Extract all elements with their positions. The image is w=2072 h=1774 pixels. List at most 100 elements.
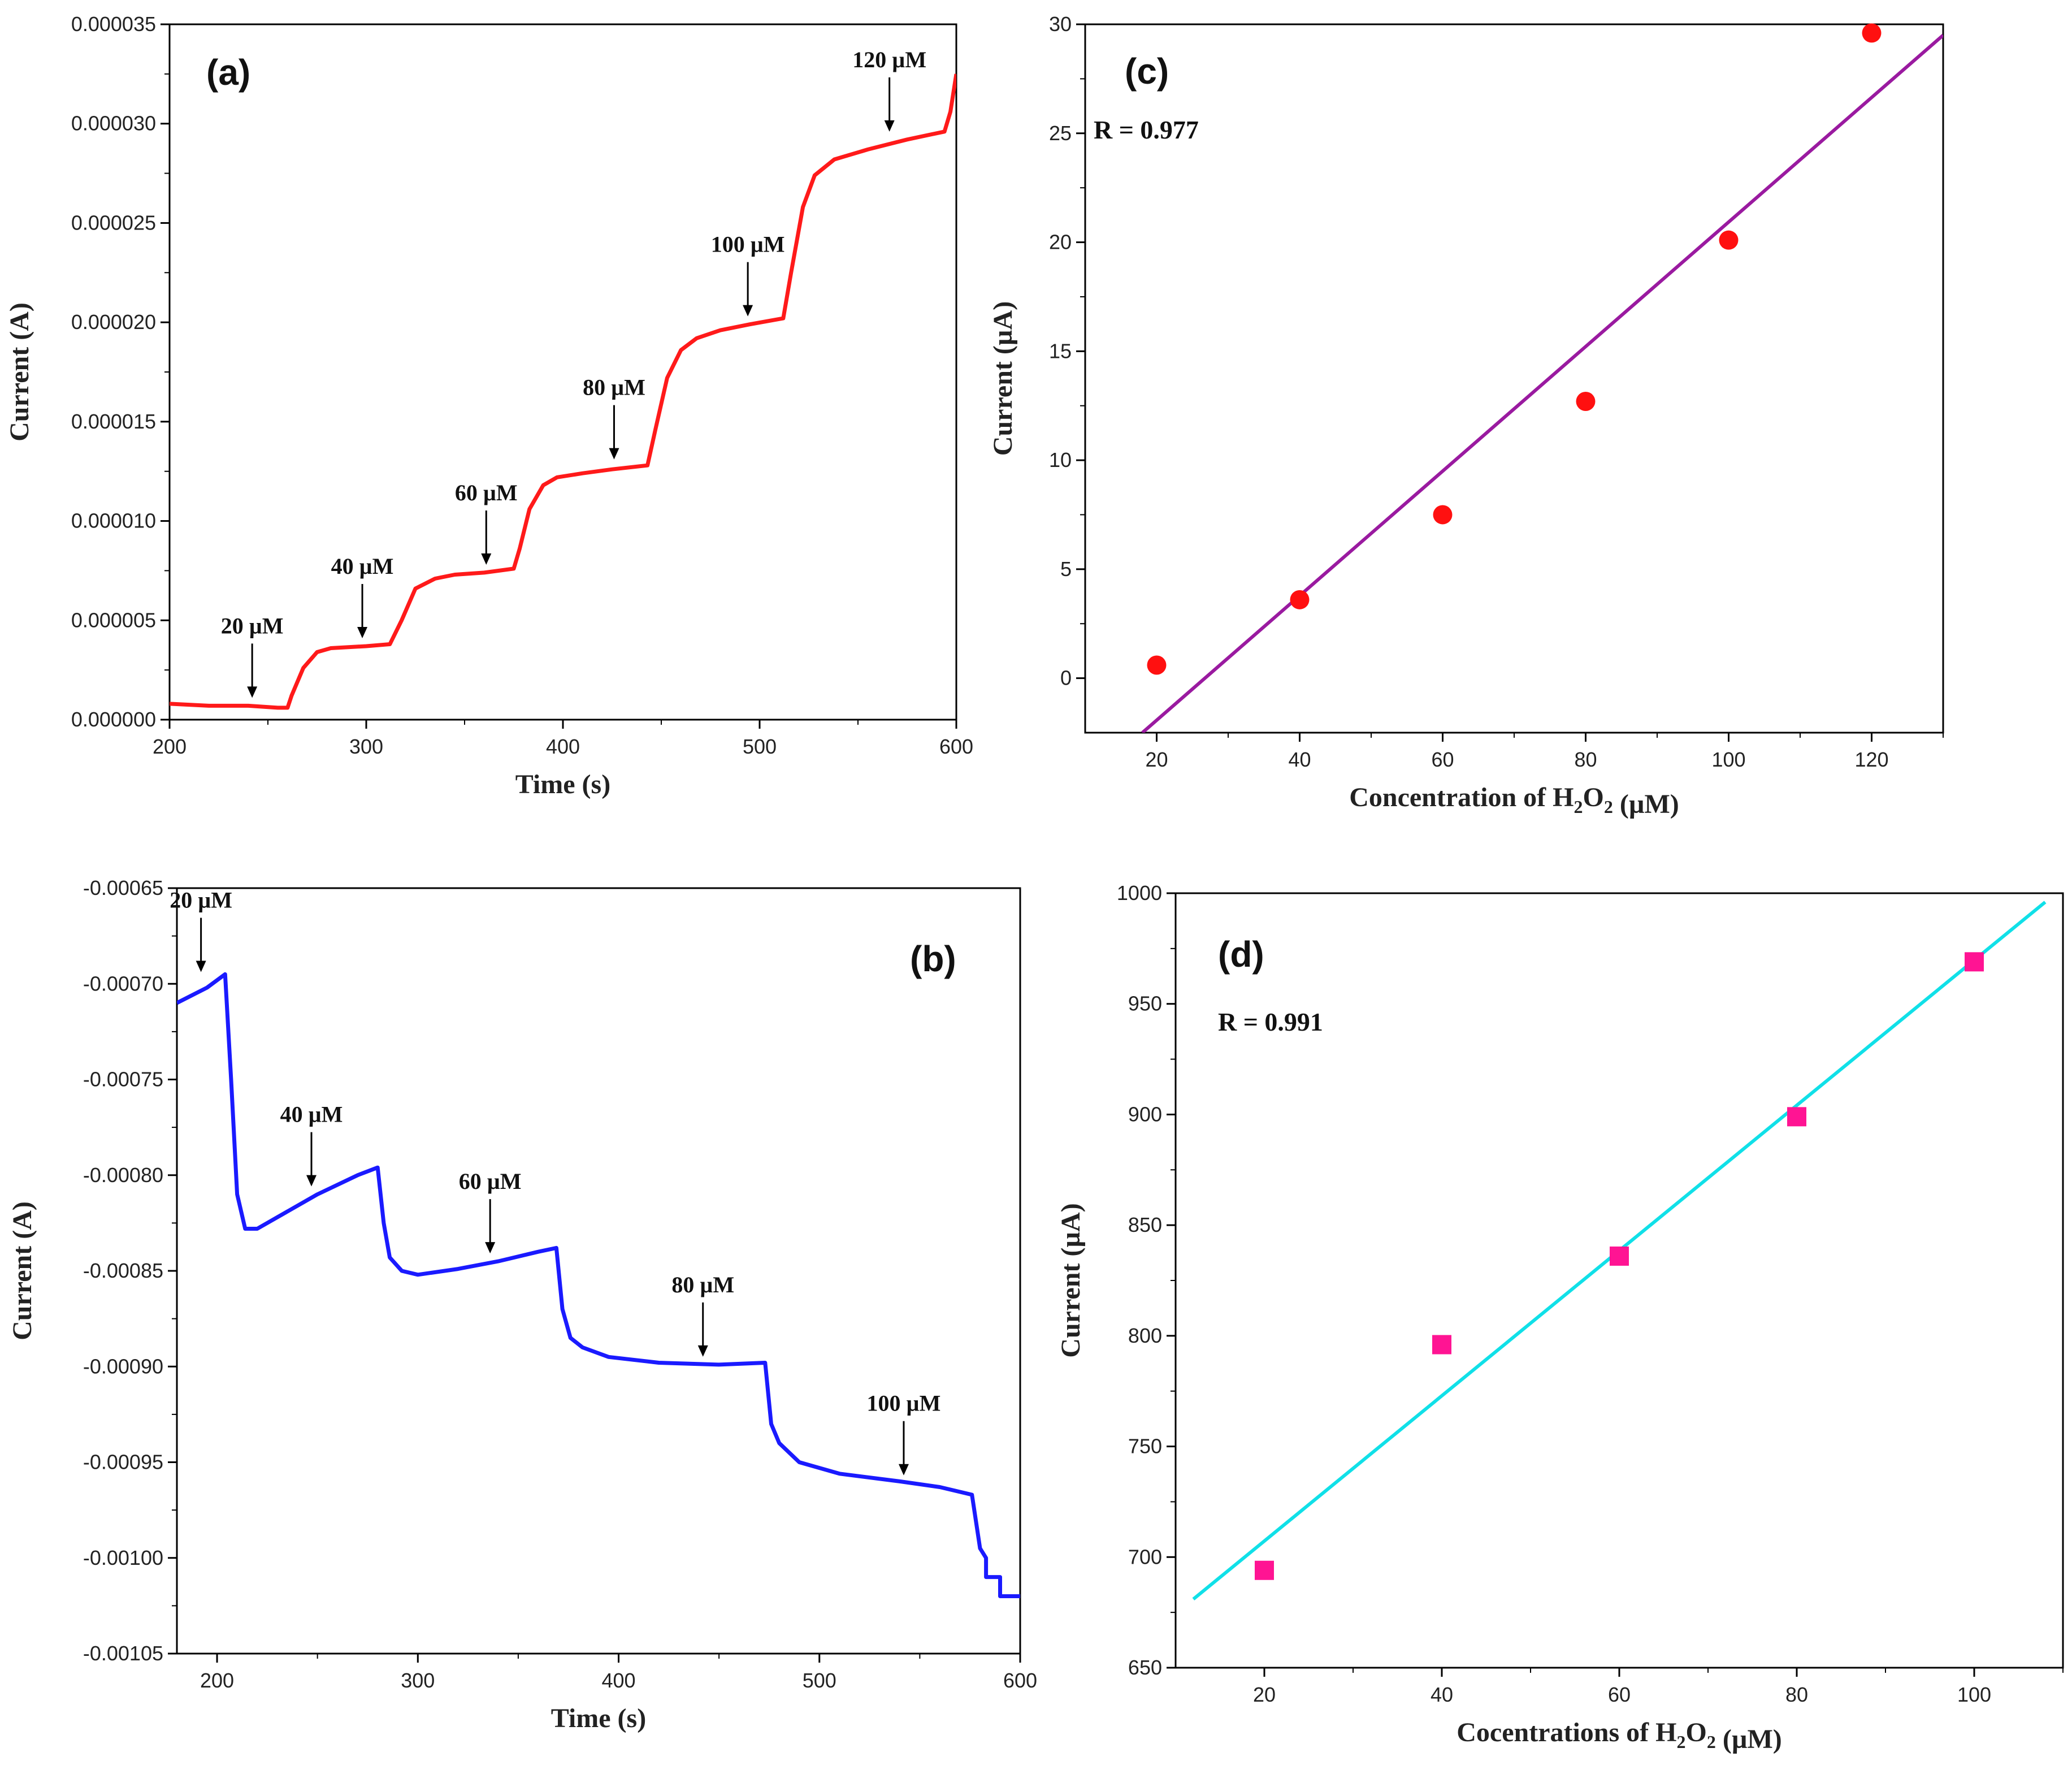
y-axis-label: Current (A) — [5, 302, 34, 442]
y-tick-label: 0.000025 — [71, 211, 156, 234]
annotation-label: 20 µM — [221, 613, 284, 638]
y-tick-label: 750 — [1128, 1435, 1162, 1458]
y-tick-label: 15 — [1049, 339, 1072, 362]
r-value-label: R = 0.977 — [1094, 115, 1199, 144]
y-tick-label: 800 — [1128, 1324, 1162, 1347]
data-point — [1432, 1335, 1451, 1355]
y-tick-label: 700 — [1128, 1545, 1162, 1568]
x-tick-label: 400 — [546, 735, 580, 758]
x-tick-label: 100 — [1711, 748, 1745, 771]
annotation-arrowhead — [485, 1242, 496, 1254]
annotation-label: 120 µM — [852, 47, 926, 72]
y-tick-label: 900 — [1128, 1102, 1162, 1126]
y-tick-label: 1000 — [1117, 881, 1162, 905]
x-axis-label: Time (s) — [515, 769, 610, 799]
panel-c-chart: 20 40 60 80 100 120 0 5 10 15 20 25 30 Concentration … — [988, 12, 1944, 819]
data-line — [177, 972, 1020, 1598]
data-point — [1576, 391, 1596, 411]
y-tick-label: -0.00090 — [83, 1355, 163, 1378]
y-tick-label: 0.000035 — [71, 12, 156, 36]
data-point — [1965, 952, 1984, 972]
x-axis-label: Cocentrations of H2O2 (µM) — [1457, 1717, 1782, 1754]
data-point — [1147, 655, 1167, 675]
panel-d-chart: 20 40 60 80 100 650 700 750 800 850 900 950 1000 Coce… — [1056, 881, 2064, 1754]
annotation-arrowhead — [743, 305, 753, 317]
plot-frame — [1084, 23, 1944, 734]
data-point — [1290, 590, 1310, 609]
x-tick-label: 200 — [153, 735, 187, 758]
plot-area — [170, 73, 956, 710]
annotation-arrowhead — [481, 553, 492, 565]
panel-b-chart: 200 300 400 500 600 -0.00065 -0.00070 -0.00075 -… — [7, 876, 1037, 1733]
x-tick-label: 20 — [1145, 748, 1168, 771]
plot-area — [1141, 34, 1943, 733]
y-tick-label: -0.00070 — [83, 972, 163, 995]
y-tick-label: 0.000010 — [71, 509, 156, 533]
y-tick-label: -0.00100 — [83, 1546, 163, 1569]
annotation-label: 80 µM — [671, 1272, 734, 1297]
y-tick-label: 0.000005 — [71, 608, 156, 631]
y-tick-label: 850 — [1128, 1213, 1162, 1236]
x-tick-label: 80 — [1785, 1683, 1808, 1706]
data-point — [1787, 1107, 1806, 1127]
x-tick-label: 100 — [1957, 1683, 1991, 1706]
annotation-label: 20 µM — [170, 887, 232, 912]
y-tick-label: 0.000020 — [71, 310, 156, 334]
panel-label: (a) — [206, 52, 250, 93]
y-tick-label: 5 — [1060, 557, 1072, 581]
x-tick-label: 80 — [1574, 748, 1597, 771]
y-axis-label: Current (A) — [7, 1201, 37, 1340]
plot-frame — [176, 887, 1021, 1655]
y-axis-label: Current (µA) — [988, 301, 1018, 456]
y-tick-label: 0.000000 — [71, 708, 156, 731]
data-point — [1719, 230, 1739, 250]
annotation-arrowhead — [884, 120, 895, 132]
annotation-arrowhead — [306, 1175, 317, 1187]
x-tick-label: 120 — [1854, 748, 1888, 771]
annotation-arrowhead — [196, 960, 206, 972]
data-line — [170, 73, 956, 710]
annotation-arrowhead — [247, 686, 258, 698]
x-tick-label: 40 — [1431, 1683, 1453, 1706]
y-tick-label: -0.00080 — [83, 1163, 163, 1187]
y-tick-label: 0 — [1060, 667, 1072, 690]
annotation-arrowhead — [898, 1464, 909, 1476]
y-tick-label: 25 — [1049, 122, 1072, 145]
y-tick-label: 950 — [1128, 992, 1162, 1015]
x-axis-label: Concentration of H2O2 (µM) — [1349, 782, 1679, 819]
y-tick-label: 10 — [1049, 448, 1072, 471]
annotation-label: 40 µM — [280, 1102, 343, 1127]
data-point — [1433, 505, 1453, 525]
y-axis-label: Current (µA) — [1056, 1203, 1086, 1357]
y-tick-label: 30 — [1049, 12, 1072, 36]
x-tick-label: 500 — [743, 735, 777, 758]
y-tick-label: 0.000030 — [71, 112, 156, 135]
y-tick-label: 20 — [1049, 231, 1072, 254]
x-axis-label: Time (s) — [551, 1703, 646, 1733]
fit-line — [1141, 34, 1943, 733]
x-tick-label: 60 — [1431, 748, 1454, 771]
y-tick-label: -0.00085 — [83, 1259, 163, 1282]
y-tick-label: 650 — [1128, 1656, 1162, 1679]
annotation-label: 60 µM — [455, 480, 518, 505]
annotation-arrowhead — [697, 1345, 708, 1357]
x-tick-label: 200 — [200, 1669, 234, 1692]
data-point — [1862, 23, 1882, 43]
r-value-label: R = 0.991 — [1218, 1007, 1323, 1036]
plot-area — [177, 972, 1020, 1598]
panel-label: (d) — [1218, 934, 1264, 975]
annotation-label: 100 µM — [711, 232, 785, 257]
plot-frame — [168, 23, 957, 721]
x-tick-label: 60 — [1608, 1683, 1631, 1706]
y-tick-label: 0.000015 — [71, 410, 156, 433]
x-tick-label: 300 — [401, 1669, 435, 1692]
x-tick-label: 400 — [601, 1669, 635, 1692]
x-tick-label: 500 — [803, 1669, 836, 1692]
y-tick-label: -0.00105 — [83, 1642, 163, 1665]
annotation-arrowhead — [609, 448, 619, 460]
data-point — [1610, 1246, 1629, 1266]
y-tick-label: -0.00075 — [83, 1068, 163, 1091]
annotation-label: 80 µM — [583, 375, 645, 400]
annotation-label: 100 µM — [867, 1391, 941, 1416]
